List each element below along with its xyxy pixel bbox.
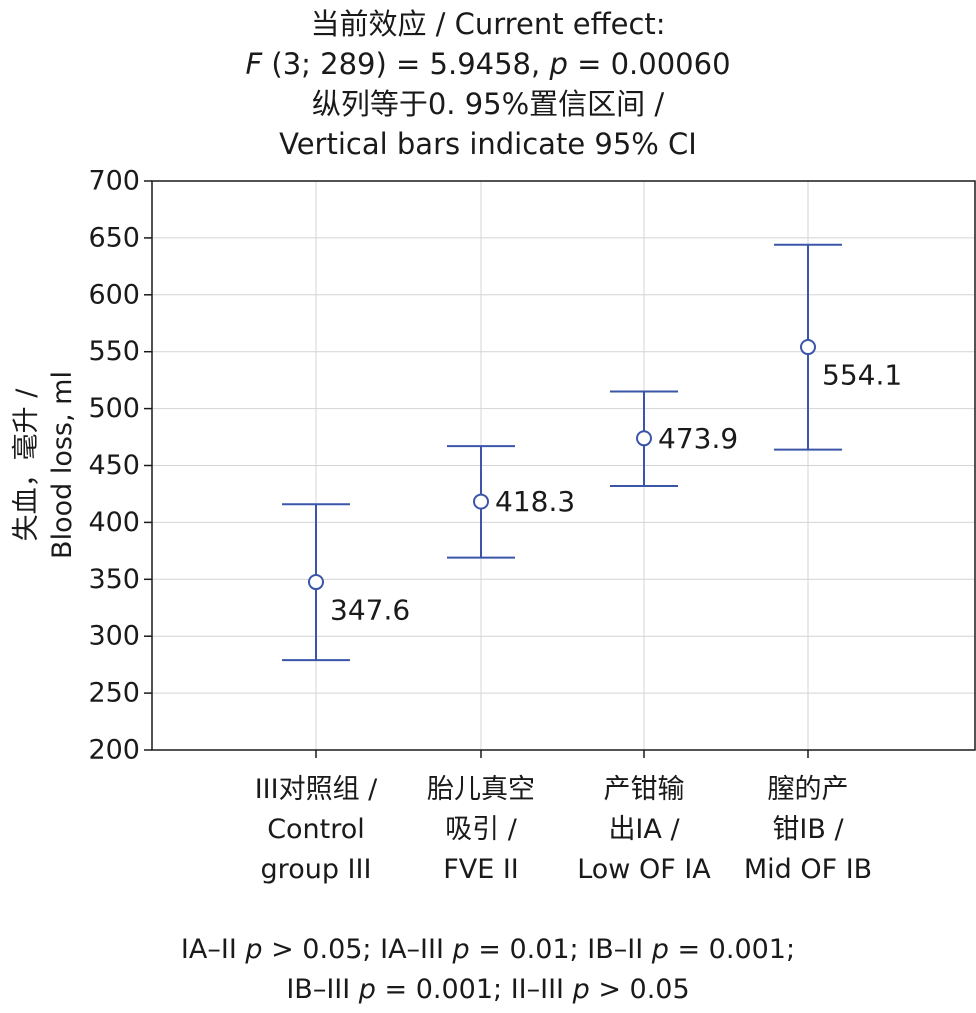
- x-tick-label-line: III对照组 /: [254, 774, 378, 805]
- footnote-p: p: [651, 934, 669, 965]
- footnote-text: > 0.05: [589, 974, 690, 1005]
- title-line-2: F (3; 289) = 5.9458, p = 0.00060: [0, 44, 976, 84]
- y-tick-label: 300: [88, 621, 140, 652]
- x-tick-label-line: 产钳输: [603, 774, 685, 805]
- footnote-p: p: [572, 974, 590, 1005]
- x-tick-label: III对照组 / Control group III: [226, 770, 406, 890]
- footnote-line-1: IA–II p > 0.05; IA–III p = 0.01; IB–II p…: [0, 930, 976, 970]
- mean-point: [636, 430, 652, 447]
- footnote-text: > 0.05; IA–III: [262, 934, 453, 965]
- footnote-p: p: [358, 974, 376, 1005]
- mean-point: [308, 574, 324, 591]
- title-line-1: 当前效应 / Current effect:: [310, 7, 666, 41]
- axes: 200 250 300 350 400 450 500 550 600 650 700: [88, 166, 976, 766]
- x-tick-label-line: Mid OF IB: [743, 854, 873, 885]
- data-marks: 347.6 418.3 473.9 554.1: [282, 243, 902, 662]
- error-bar-group: 554.1: [774, 243, 902, 451]
- y-axis-label-line-1: 失血，毫升 /: [11, 388, 42, 542]
- y-tick-label: 500: [88, 393, 140, 424]
- y-tick-label: 200: [88, 735, 140, 766]
- title-f-stat: (3; 289) = 5.9458,: [262, 47, 550, 81]
- x-tick-label-line: 出IA /: [608, 814, 680, 845]
- error-bar-group: 473.9: [610, 390, 738, 487]
- y-tick-label: 550: [88, 336, 140, 367]
- y-tick-label: 600: [88, 279, 140, 310]
- y-tick-label: 450: [88, 450, 140, 481]
- mean-point: [473, 493, 489, 510]
- footnote-p: p: [245, 934, 263, 965]
- footnote-p: p: [452, 934, 470, 965]
- footnote-text: IA–II: [180, 934, 246, 965]
- footnote-line-2: IB–III p = 0.001; II–III p > 0.05: [0, 970, 976, 1010]
- x-tick-label-line: 膣的产: [767, 774, 849, 805]
- data-label: 347.6: [330, 594, 410, 627]
- x-tick-label-line: Control: [267, 814, 365, 845]
- title-line-3: 纵列等于0. 95%置信区间 /: [311, 87, 665, 121]
- footnote-text: = 0.001; II–III: [375, 974, 573, 1005]
- title-p-value: = 0.00060: [567, 47, 731, 81]
- x-tick-label: 膣的产钳IB / Mid OF IB: [718, 770, 898, 890]
- plot-frame: [151, 180, 976, 751]
- x-tick-label-line: FVE II: [443, 854, 519, 885]
- y-axis-label-line-2: Blood loss, ml: [47, 371, 78, 559]
- footnote-text: = 0.01; IB–II: [469, 934, 652, 965]
- data-label: 473.9: [658, 422, 738, 455]
- y-tick-label: 400: [88, 507, 140, 538]
- x-tick-label-line: Low OF IA: [577, 854, 711, 885]
- error-bar-group: 347.6: [282, 503, 410, 662]
- x-tick-label-line: 吸引 /: [445, 814, 517, 845]
- error-bar-group: 418.3: [447, 445, 575, 559]
- mean-point: [800, 339, 816, 356]
- chart-title: 当前效应 / Current effect: F (3; 289) = 5.94…: [0, 4, 976, 164]
- x-tick-label-line: 胎儿真空: [427, 774, 535, 805]
- x-tick-label-line: group III: [260, 854, 372, 885]
- footnote-text: IB–III: [286, 974, 359, 1005]
- y-tick-label: 350: [88, 564, 140, 595]
- title-line-4: Vertical bars indicate 95% CI: [279, 127, 697, 161]
- footnote-text: = 0.001;: [668, 934, 796, 965]
- data-label: 418.3: [495, 485, 575, 518]
- data-label: 554.1: [822, 359, 902, 392]
- y-tick-label: 250: [88, 678, 140, 709]
- title-p-symbol: p: [549, 47, 568, 81]
- y-tick-label: 650: [88, 222, 140, 253]
- x-tick-label-line: 钳IB /: [772, 814, 844, 845]
- footnote: IA–II p > 0.05; IA–III p = 0.01; IB–II p…: [0, 930, 976, 1010]
- x-tick-label: 产钳输出IA / Low OF IA: [554, 770, 734, 890]
- y-tick-label: 700: [88, 166, 140, 197]
- x-tick-label: 胎儿真空吸引 / FVE II: [391, 770, 571, 890]
- title-f-symbol: F: [245, 47, 263, 81]
- grid-lines: [152, 181, 975, 750]
